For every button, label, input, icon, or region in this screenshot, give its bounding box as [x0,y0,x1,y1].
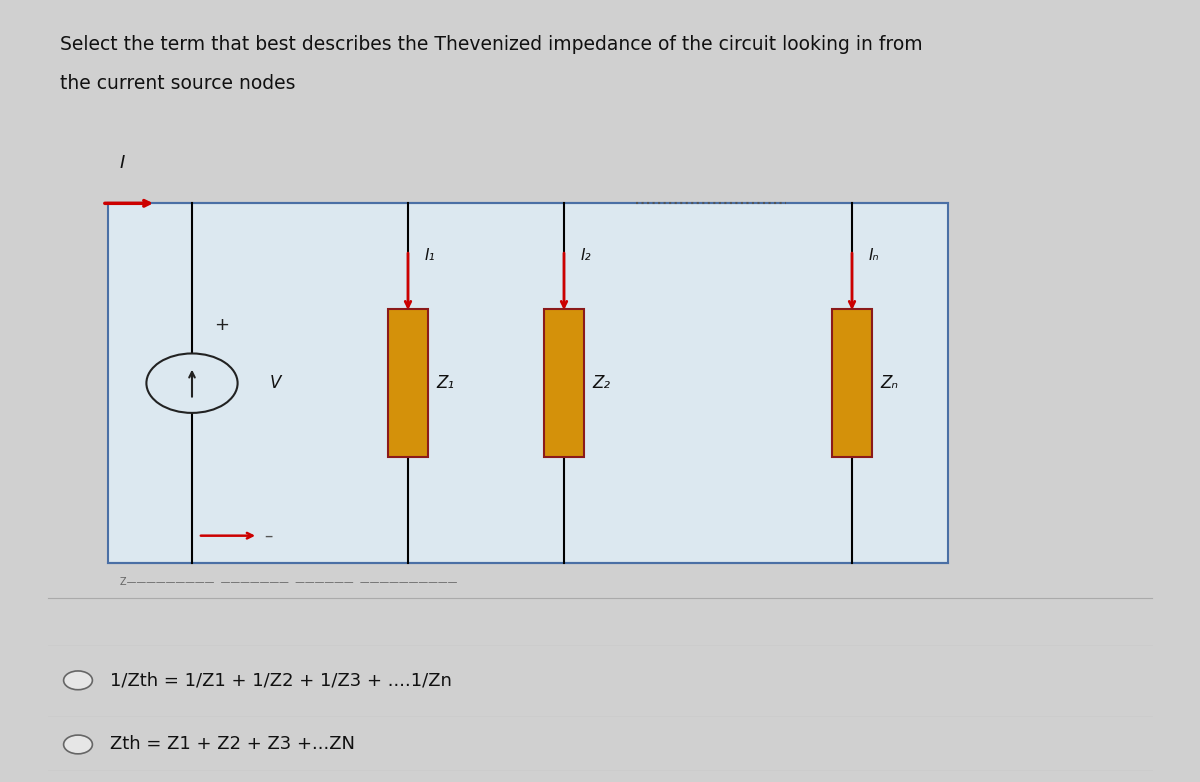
Circle shape [64,735,92,754]
Text: Select the term that best describes the Thevenized impedance of the circuit look: Select the term that best describes the … [60,35,923,54]
Text: Iₙ: Iₙ [869,248,880,264]
Text: Z₂: Z₂ [593,374,611,393]
Text: Z—————————  ———————  ——————  ——————————: Z————————— ——————— —————— —————————— [120,577,457,587]
Circle shape [146,353,238,413]
FancyBboxPatch shape [108,203,948,563]
Text: I₁: I₁ [425,248,436,264]
Bar [833,309,872,457]
Text: –: – [264,526,272,545]
Text: Zth = Z1 + Z2 + Z3 +...ZN: Zth = Z1 + Z2 + Z3 +...ZN [110,735,355,754]
Circle shape [64,671,92,690]
Text: I₂: I₂ [581,248,592,264]
Text: V: V [270,374,281,393]
Bar [388,309,427,457]
Text: Z₁: Z₁ [437,374,454,393]
Text: Zₙ: Zₙ [881,374,898,393]
Text: I: I [120,154,125,172]
Text: 1/Zth = 1/Z1 + 1/Z2 + 1/Z3 + ....1/Zn: 1/Zth = 1/Z1 + 1/Z2 + 1/Z3 + ....1/Zn [110,671,452,690]
Text: the current source nodes: the current source nodes [60,74,295,93]
Text: +: + [215,315,229,334]
Bar [544,309,583,457]
